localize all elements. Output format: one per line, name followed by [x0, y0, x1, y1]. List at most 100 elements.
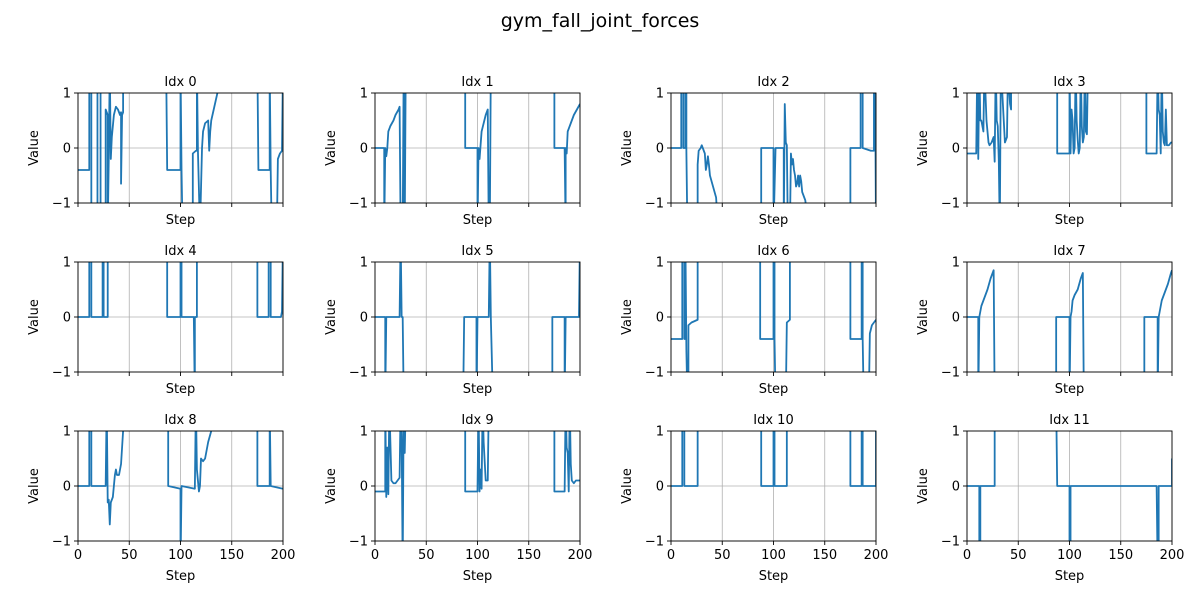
x-tick-label-3: 150	[516, 548, 541, 563]
y-axis-label-9: Value	[324, 468, 339, 504]
y-tick-label-2: 1	[360, 256, 368, 271]
y-tick-label-2: 1	[63, 256, 71, 271]
subplot-title-3: Idx 3	[1053, 75, 1085, 90]
x-tick-label-4: 200	[271, 548, 296, 563]
x-tick-label-2: 100	[465, 548, 490, 563]
x-tick-label-0: 0	[963, 548, 971, 563]
y-tick-label-2: 1	[656, 256, 664, 271]
subplot-3: −1 0 1 Idx 3 Step Value	[916, 75, 1173, 228]
x-tick-label-3: 150	[219, 548, 244, 563]
y-tick-label-2: 1	[63, 87, 71, 102]
x-tick-label-2: 100	[1057, 548, 1082, 563]
x-axis-label-10: Step	[759, 569, 789, 584]
subplot-title-10: Idx 10	[753, 413, 793, 428]
subplot-4: −1 0 1 Idx 4 Step Value	[27, 244, 284, 397]
series-line-3	[967, 93, 1172, 203]
x-tick-label-1: 50	[714, 548, 731, 563]
y-tick-label-0: −1	[941, 366, 960, 381]
y-tick-label-1: 0	[360, 480, 368, 495]
series-line-7	[967, 269, 1172, 372]
x-tick-label-1: 50	[418, 548, 435, 563]
y-tick-label-1: 0	[656, 480, 664, 495]
y-tick-label-2: 1	[656, 87, 664, 102]
y-tick-label-1: 0	[360, 311, 368, 326]
y-tick-label-2: 1	[63, 425, 71, 440]
y-tick-label-1: 0	[952, 142, 960, 157]
subplot-5: −1 0 1 Idx 5 Step Value	[324, 244, 581, 397]
subplot-title-1: Idx 1	[461, 75, 493, 90]
series-line-8	[78, 431, 283, 541]
x-axis-label-7: Step	[1055, 382, 1085, 397]
subplot-title-7: Idx 7	[1053, 244, 1085, 259]
series-line-9	[375, 431, 580, 541]
x-tick-label-2: 100	[168, 548, 193, 563]
figure-title: gym_fall_joint_forces	[501, 10, 700, 32]
series-line-10	[671, 431, 876, 487]
y-tick-label-0: −1	[52, 535, 71, 550]
x-tick-label-2: 100	[761, 548, 786, 563]
subplot-6: −1 0 1 Idx 6 Step Value	[620, 244, 877, 397]
y-tick-label-1: 0	[952, 311, 960, 326]
y-axis-label-5: Value	[324, 299, 339, 335]
subplot-0: −1 0 1 Idx 0 Step Value	[27, 75, 284, 228]
series-line-5	[375, 262, 580, 372]
y-tick-label-1: 0	[63, 311, 71, 326]
x-tick-label-0: 0	[667, 548, 675, 563]
x-tick-label-4: 200	[568, 548, 593, 563]
x-axis-label-6: Step	[759, 382, 789, 397]
subplot-title-6: Idx 6	[757, 244, 789, 259]
y-tick-label-1: 0	[63, 480, 71, 495]
x-axis-label-9: Step	[463, 569, 493, 584]
y-tick-label-2: 1	[360, 87, 368, 102]
y-tick-label-0: −1	[941, 535, 960, 550]
subplot-7: −1 0 1 Idx 7 Step Value	[916, 244, 1173, 397]
subplot-title-5: Idx 5	[461, 244, 493, 259]
x-axis-label-2: Step	[759, 213, 789, 228]
subplot-title-8: Idx 8	[164, 413, 196, 428]
y-axis-label-4: Value	[27, 299, 42, 335]
series-line-4	[78, 262, 283, 372]
y-tick-label-0: −1	[941, 197, 960, 212]
subplot-title-0: Idx 0	[164, 75, 196, 90]
y-tick-label-0: −1	[645, 197, 664, 212]
y-axis-label-6: Value	[620, 299, 635, 335]
y-axis-label-2: Value	[620, 130, 635, 166]
subplot-title-4: Idx 4	[164, 244, 196, 259]
y-axis-label-3: Value	[916, 130, 931, 166]
y-tick-label-1: 0	[63, 142, 71, 157]
y-tick-label-0: −1	[349, 197, 368, 212]
x-tick-label-0: 0	[371, 548, 379, 563]
x-axis-label-3: Step	[1055, 213, 1085, 228]
x-tick-label-3: 150	[812, 548, 837, 563]
x-axis-label-0: Step	[166, 213, 196, 228]
y-tick-label-0: −1	[52, 197, 71, 212]
series-line-11	[967, 431, 1172, 541]
subplot-title-2: Idx 2	[757, 75, 789, 90]
y-axis-label-11: Value	[916, 468, 931, 504]
series-line-1	[375, 93, 580, 203]
y-axis-label-10: Value	[620, 468, 635, 504]
x-axis-label-8: Step	[166, 569, 196, 584]
y-tick-label-2: 1	[952, 256, 960, 271]
subplot-1: −1 0 1 Idx 1 Step Value	[324, 75, 581, 228]
y-tick-label-2: 1	[952, 425, 960, 440]
subplot-title-9: Idx 9	[461, 413, 493, 428]
y-tick-label-1: 0	[656, 311, 664, 326]
series-line-6	[671, 262, 876, 372]
x-tick-label-1: 50	[121, 548, 138, 563]
x-tick-label-0: 0	[74, 548, 82, 563]
x-axis-label-5: Step	[463, 382, 493, 397]
y-tick-label-0: −1	[645, 366, 664, 381]
series-line-2	[671, 93, 876, 203]
subplot-2: −1 0 1 Idx 2 Step Value	[620, 75, 877, 228]
y-axis-label-7: Value	[916, 299, 931, 335]
y-tick-label-0: −1	[349, 535, 368, 550]
y-tick-label-2: 1	[952, 87, 960, 102]
y-axis-label-1: Value	[324, 130, 339, 166]
